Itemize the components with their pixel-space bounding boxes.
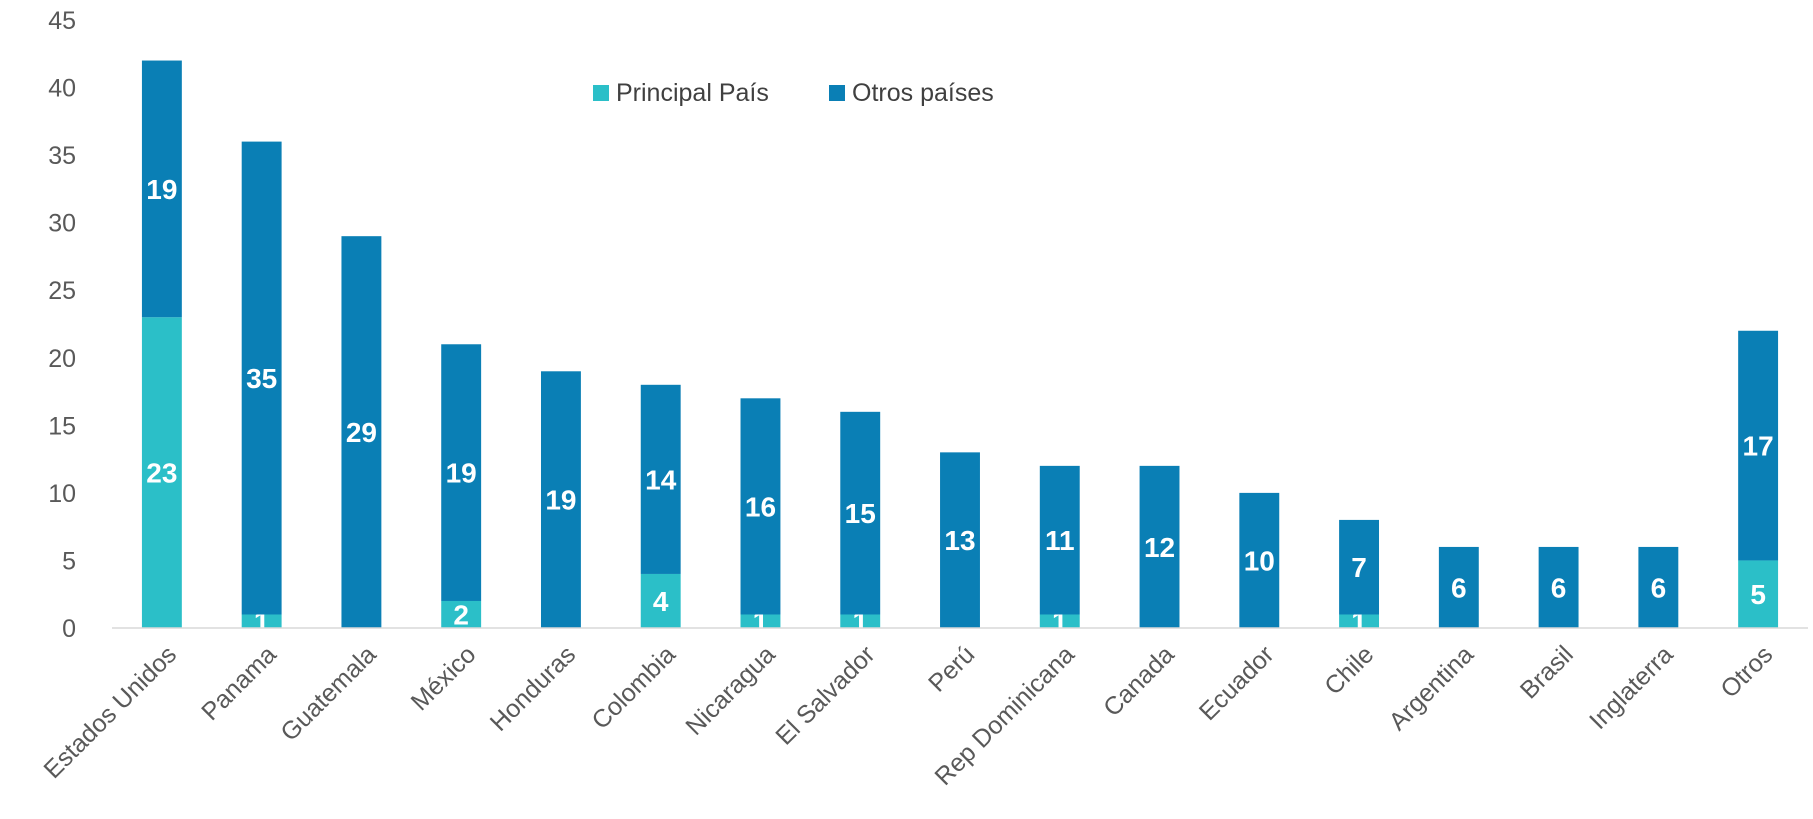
data-label-otros-15: 6 xyxy=(1651,572,1667,603)
legend-label-0: Principal País xyxy=(616,79,769,107)
data-label-otros-4: 19 xyxy=(545,485,576,516)
x-category-label-7: El Salvador xyxy=(770,640,880,750)
data-label-principal-0: 23 xyxy=(146,458,177,489)
bar-otros-2 xyxy=(341,236,382,628)
bar-otros-4 xyxy=(540,371,581,628)
data-label-otros-11: 10 xyxy=(1244,545,1275,576)
bar-otros-12 xyxy=(1339,519,1380,615)
bar-principal-5 xyxy=(640,573,681,628)
x-category-label-1: Panama xyxy=(196,640,282,726)
x-category-label-6: Nicaragua xyxy=(680,640,780,740)
legend-swatch-1 xyxy=(829,85,845,101)
x-category-label-3: México xyxy=(406,640,482,716)
data-label-otros-13: 6 xyxy=(1451,572,1467,603)
bar-otros-16 xyxy=(1738,330,1779,561)
legend-label-1: Otros países xyxy=(852,79,994,107)
x-category-label-13: Argentina xyxy=(1384,640,1480,736)
legend-swatch-0 xyxy=(593,85,609,101)
data-label-otros-0: 19 xyxy=(146,174,177,205)
y-tick-label-4: 20 xyxy=(48,345,76,373)
y-tick-label-3: 15 xyxy=(48,412,76,440)
bar-otros-8 xyxy=(940,452,980,628)
bar-principal-9 xyxy=(1039,614,1080,628)
y-tick-label-0: 0 xyxy=(62,615,76,643)
data-label-otros-16: 17 xyxy=(1743,431,1774,462)
data-label-otros-9: 11 xyxy=(1045,525,1075,556)
bar-otros-10 xyxy=(1139,465,1180,628)
x-category-label-15: Inglaterra xyxy=(1584,640,1679,735)
x-category-label-11: Ecuador xyxy=(1194,640,1280,726)
x-category-label-12: Chile xyxy=(1319,640,1379,700)
data-label-otros-10: 12 xyxy=(1144,532,1175,563)
data-label-otros-1: 35 xyxy=(246,363,277,394)
data-label-principal-16: 5 xyxy=(1750,579,1766,610)
bar-principal-6 xyxy=(740,614,781,628)
y-tick-label-2: 10 xyxy=(48,480,76,508)
x-category-label-16: Otros xyxy=(1715,640,1778,703)
x-category-label-14: Brasil xyxy=(1515,640,1579,704)
bar-principal-1 xyxy=(241,614,282,628)
y-tick-label-9: 45 xyxy=(48,7,76,35)
bar-principal-3 xyxy=(441,600,482,628)
bar-otros-9 xyxy=(1039,465,1080,615)
bar-otros-3 xyxy=(441,344,482,601)
data-label-otros-14: 6 xyxy=(1551,572,1567,603)
bar-otros-13 xyxy=(1438,546,1479,628)
bar-principal-16 xyxy=(1738,560,1779,628)
data-label-otros-3: 19 xyxy=(446,458,477,489)
bar-principal-7 xyxy=(840,614,881,628)
data-label-principal-5: 4 xyxy=(653,586,669,617)
x-category-label-8: Perú xyxy=(923,640,980,697)
bar-otros-15 xyxy=(1638,546,1679,628)
y-tick-label-7: 35 xyxy=(48,142,76,170)
bar-otros-14 xyxy=(1538,546,1579,628)
x-category-label-4: Honduras xyxy=(485,640,581,736)
y-axis: 0 5 10 15 20 25 30 35 40 45 xyxy=(48,7,76,643)
x-category-label-0: Estados Unidos xyxy=(39,640,183,784)
bar-principal-12 xyxy=(1339,614,1380,628)
data-label-otros-6: 16 xyxy=(745,491,776,522)
bar-otros-11 xyxy=(1239,492,1280,628)
y-tick-label-8: 40 xyxy=(48,75,76,103)
bar-otros-6 xyxy=(740,398,781,615)
bar-otros-0 xyxy=(141,60,182,318)
data-label-otros-8: 13 xyxy=(944,525,975,556)
data-label-otros-7: 15 xyxy=(845,498,876,529)
y-tick-label-6: 30 xyxy=(48,210,76,238)
data-label-otros-12: 7 xyxy=(1351,552,1367,583)
legend: Principal País Otros países xyxy=(593,79,994,107)
data-label-principal-3: 2 xyxy=(453,599,469,630)
bar-otros-5 xyxy=(640,384,681,574)
y-tick-label-5: 25 xyxy=(48,277,76,305)
data-label-otros-5: 14 xyxy=(645,464,677,495)
data-label-otros-2: 29 xyxy=(346,417,377,448)
x-category-label-5: Colombia xyxy=(586,640,681,735)
bar-otros-7 xyxy=(840,411,881,615)
x-category-label-2: Guatemala xyxy=(275,640,381,746)
bar-otros-1 xyxy=(241,141,282,615)
bar-principal-0 xyxy=(141,317,182,628)
x-category-label-10: Canada xyxy=(1098,640,1180,722)
y-tick-label-1: 5 xyxy=(62,547,76,575)
